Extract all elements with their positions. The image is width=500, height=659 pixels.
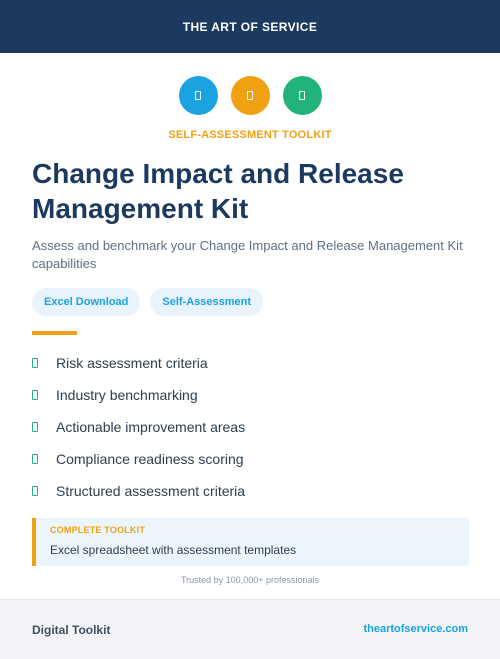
check-icon bbox=[32, 390, 38, 400]
page-title: Change Impact and Release Management Kit bbox=[32, 158, 404, 224]
feature-item: Actionable improvement areas bbox=[32, 411, 472, 443]
icon-badge-blue bbox=[178, 76, 218, 115]
trust-line: Trusted by 100,000+ professionals bbox=[180, 575, 319, 585]
accent-divider bbox=[32, 331, 77, 335]
feature-item: Risk assessment criteria bbox=[32, 347, 472, 379]
brand-name: THE ART OF SERVICE bbox=[182, 19, 318, 34]
tag-excel-download: Excel Download bbox=[32, 288, 141, 316]
check-icon bbox=[32, 358, 38, 368]
icon-row bbox=[0, 76, 500, 115]
feature-list: Risk assessment criteria Industry benchm… bbox=[32, 347, 472, 507]
feature-label: Structured assessment criteria bbox=[56, 483, 246, 499]
header-bar: THE ART OF SERVICE bbox=[0, 0, 500, 53]
feature-label: Actionable improvement areas bbox=[56, 419, 246, 435]
callout-label: COMPLETE TOOLKIT bbox=[50, 525, 146, 535]
website-link[interactable]: theartofservice.com bbox=[363, 623, 468, 635]
feature-label: Compliance readiness scoring bbox=[56, 451, 244, 467]
tag-list: Excel Download Self-Assessment bbox=[32, 288, 264, 316]
check-icon bbox=[32, 486, 38, 496]
document-icon bbox=[299, 91, 305, 100]
footer-label: Digital Toolkit bbox=[32, 623, 111, 637]
check-icon bbox=[32, 422, 38, 432]
check-icon bbox=[32, 454, 38, 464]
feature-item: Structured assessment criteria bbox=[32, 475, 472, 507]
callout-text: Excel spreadsheet with assessment templa… bbox=[50, 543, 297, 557]
feature-label: Risk assessment criteria bbox=[56, 355, 208, 371]
document-icon bbox=[247, 91, 253, 100]
feature-label: Industry benchmarking bbox=[56, 387, 198, 403]
toolkit-callout: COMPLETE TOOLKIT Excel spreadsheet with … bbox=[32, 518, 469, 566]
feature-item: Compliance readiness scoring bbox=[32, 443, 472, 475]
tag-self-assessment: Self-Assessment bbox=[150, 288, 264, 316]
icon-badge-green bbox=[282, 76, 322, 115]
toolkit-kicker: SELF-ASSESSMENT TOOLKIT bbox=[168, 129, 332, 141]
feature-item: Industry benchmarking bbox=[32, 379, 472, 411]
document-icon bbox=[195, 91, 201, 100]
icon-badge-orange bbox=[230, 76, 270, 115]
footer-bar: Digital Toolkit theartofservice.com bbox=[0, 599, 500, 659]
page-subtitle: Assess and benchmark your Change Impact … bbox=[32, 238, 463, 271]
